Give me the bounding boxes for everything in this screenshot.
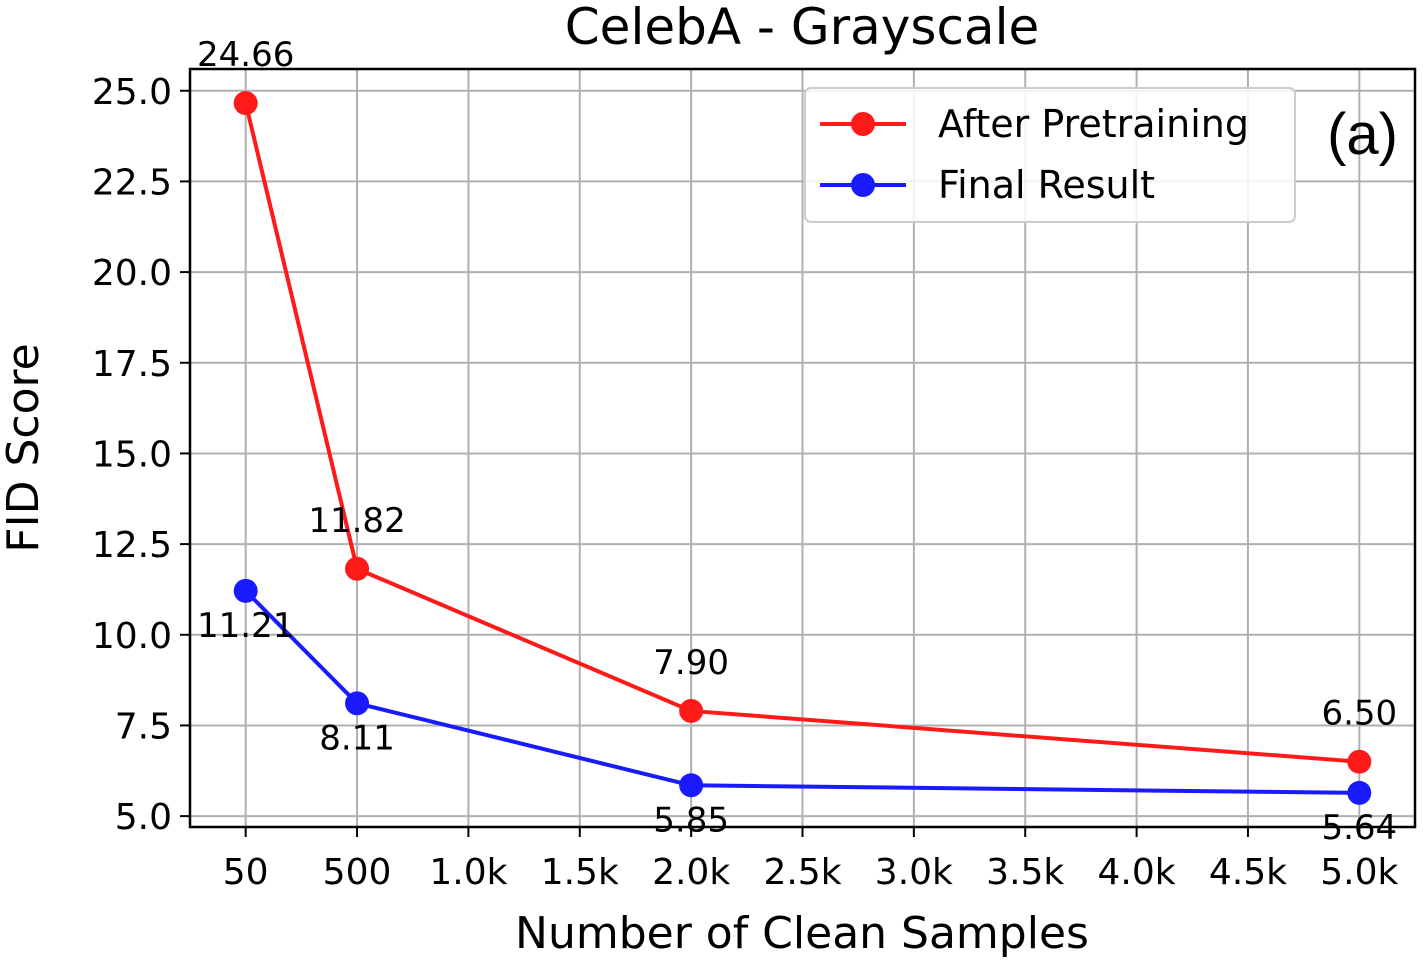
data-label-after-pretraining-2: 7.90 — [653, 643, 729, 683]
data-label-final-result-3: 5.64 — [1321, 808, 1397, 848]
x-axis-label: Number of Clean Samples — [515, 908, 1089, 959]
chart-title: CelebA - Grayscale — [565, 0, 1039, 56]
legend-label-final-result: Final Result — [938, 163, 1155, 207]
x-tick-label-2-5k: 2.5k — [763, 852, 841, 893]
series-layer — [233, 91, 1372, 805]
panel-tag: (a) — [1327, 102, 1398, 167]
x-tick-label-4-0k: 4.0k — [1098, 852, 1176, 893]
ticks: 50 500 1.0k 1.5k 2.0k 2.5k 3.0k 3.5k 4.0k 4.5k 5.0… — [92, 72, 1399, 893]
data-label-after-pretraining-3: 6.50 — [1321, 694, 1397, 734]
data-label-after-pretraining-1: 11.82 — [308, 501, 405, 541]
point-final-result-3 — [1347, 780, 1372, 805]
x-tick-label-3-0k: 3.0k — [875, 852, 953, 893]
grid — [190, 69, 1415, 827]
legend-marker-after-pretraining — [851, 112, 875, 136]
x-tick-label-3-5k: 3.5k — [986, 852, 1064, 893]
series-line-final-result — [244, 589, 1360, 795]
y-tick-label-22-5: 22.5 — [92, 162, 172, 203]
legend-label-after-pretraining: After Pretraining — [938, 102, 1249, 146]
x-tick-label-1-5k: 1.5k — [541, 852, 619, 893]
data-label-final-result-0: 11.21 — [197, 606, 294, 646]
series-line-after-pretraining — [243, 102, 1360, 764]
point-final-result-2 — [679, 773, 704, 798]
y-tick-label-7-5: 7.5 — [115, 706, 172, 747]
x-tick-label-5-0k: 5.0k — [1320, 852, 1398, 893]
legend-marker-final-result — [851, 173, 875, 197]
point-after-pretraining-2 — [679, 698, 704, 723]
point-final-result-0 — [233, 578, 258, 603]
point-final-result-1 — [345, 691, 370, 716]
y-tick-label-12-5: 12.5 — [92, 525, 172, 566]
data-label-final-result-2: 5.85 — [653, 800, 729, 840]
legend: After Pretraining Final Result — [804, 87, 1296, 223]
y-tick-label-15-0: 15.0 — [92, 434, 172, 475]
y-tick-label-5-0: 5.0 — [115, 797, 172, 838]
y-axis-label: FID Score — [0, 343, 49, 552]
x-tick-label-2-0k: 2.0k — [652, 852, 730, 893]
point-after-pretraining-3 — [1347, 749, 1372, 774]
y-tick-label-17-5: 17.5 — [92, 344, 172, 385]
x-tick-label-4-5k: 4.5k — [1209, 852, 1287, 893]
y-tick-label-10-0: 10.0 — [92, 616, 172, 657]
data-label-after-pretraining-0: 24.66 — [197, 35, 294, 75]
point-after-pretraining-0 — [233, 91, 258, 116]
data-labels: 24.66 11.82 7.90 6.50 11.21 8.11 5.85 5.64 — [197, 35, 1397, 848]
point-after-pretraining-1 — [345, 556, 370, 581]
legend-box — [804, 87, 1296, 223]
y-tick-label-20-0: 20.0 — [92, 253, 172, 294]
data-label-final-result-1: 8.11 — [319, 718, 395, 758]
x-tick-label-50: 50 — [223, 852, 269, 893]
x-tick-label-1-0k: 1.0k — [429, 852, 507, 893]
y-tick-label-25-0: 25.0 — [92, 72, 172, 113]
x-tick-label-500: 500 — [323, 852, 392, 893]
